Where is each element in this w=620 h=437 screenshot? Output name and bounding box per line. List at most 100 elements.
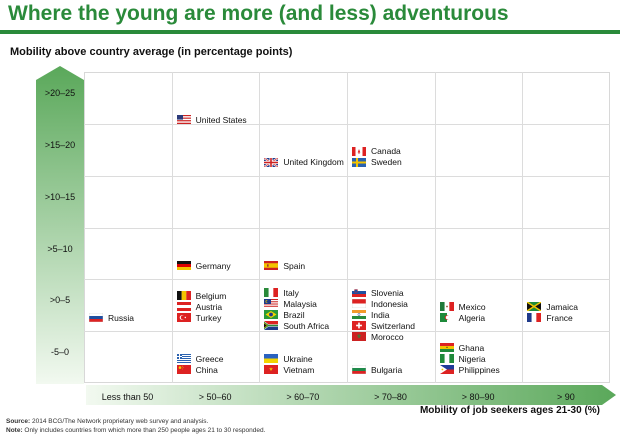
turkey-flag-icon <box>176 313 191 323</box>
morocco-flag-icon <box>352 332 366 342</box>
page-title: Where the young are more (and less) adve… <box>8 2 509 25</box>
russia-flag-icon <box>89 313 103 323</box>
vietnam-flag-icon <box>264 365 279 374</box>
country-entry: Mexico <box>439 301 486 312</box>
uk-flag-icon <box>264 157 279 167</box>
x-tick-label: > 50–60 <box>198 392 232 402</box>
grid-row-line <box>84 175 610 177</box>
country-entry: Ghana <box>439 342 485 353</box>
country-label: Malaysia <box>283 298 317 309</box>
italy-flag-icon <box>264 288 279 298</box>
spain-flag-icon <box>264 261 279 271</box>
country-label: Morocco <box>371 331 404 342</box>
x-tick-label: Less than 50 <box>101 392 154 402</box>
switzerland-flag-icon <box>352 321 366 331</box>
greece-flag-icon <box>176 354 191 363</box>
note-text: Only includes countries from which more … <box>24 427 266 434</box>
grid-row-line <box>84 279 610 281</box>
x-axis-gradient-arrow <box>86 385 616 405</box>
country-label: Sweden <box>371 157 402 168</box>
y-tick-label: >10–15 <box>44 191 76 202</box>
country-entry: India <box>352 309 389 320</box>
ukraine-flag-icon <box>264 354 279 363</box>
slovenia-flag-icon <box>352 288 366 298</box>
country-label: Jamaica <box>546 301 578 312</box>
source-label: Source: <box>6 418 31 425</box>
country-label: Switzerland <box>371 320 415 331</box>
country-label: Greece <box>195 353 224 364</box>
y-tick-label: -5–0 <box>50 347 69 358</box>
nigeria-flag-icon <box>439 354 454 363</box>
country-label: Ghana <box>458 342 485 353</box>
austria-flag-icon <box>176 302 191 312</box>
note-footnote: Note: Only includes countries from which… <box>6 427 265 434</box>
source-text: 2014 BCG/The Network proprietary web sur… <box>32 418 209 425</box>
note-label: Note: <box>6 427 23 434</box>
x-tick-label: > 80–90 <box>461 392 495 402</box>
country-label: Bulgaria <box>371 364 403 375</box>
country-label: Mexico <box>458 301 486 312</box>
country-label: Brazil <box>283 309 305 320</box>
country-label: Philippines <box>458 364 500 375</box>
brazil-flag-icon <box>264 310 279 320</box>
country-label: China <box>195 364 218 375</box>
country-entry: Switzerland <box>352 320 415 331</box>
ghana-flag-icon <box>439 343 454 352</box>
y-axis-gradient-arrow <box>36 66 84 384</box>
country-label: Germany <box>195 260 231 271</box>
germany-flag-icon <box>176 261 191 271</box>
china-flag-icon <box>176 365 191 374</box>
grid-row-line <box>84 123 610 125</box>
country-label: Russia <box>108 312 134 323</box>
country-label: Belgium <box>195 290 227 301</box>
country-entry: Greece <box>176 353 224 364</box>
france-flag-icon <box>527 313 542 323</box>
india-flag-icon <box>352 310 366 320</box>
x-tick-label: > 90 <box>556 392 575 402</box>
x-tick-label: > 60–70 <box>286 392 320 402</box>
country-entry: Belgium <box>176 290 227 301</box>
y-axis-title: Mobility above country average (in perce… <box>10 46 293 58</box>
country-label: United States <box>195 114 247 125</box>
x-axis-title: Mobility of job seekers ages 21-30 (%) <box>419 405 600 416</box>
y-tick-label: >0–5 <box>49 295 71 306</box>
country-label: Spain <box>283 260 306 271</box>
country-entry: Philippines <box>439 364 500 375</box>
country-entry: Slovenia <box>352 287 404 298</box>
country-label: France <box>546 312 573 323</box>
y-tick-label: >5–10 <box>47 243 73 254</box>
country-label: Vietnam <box>283 364 315 375</box>
y-tick-label: >15–20 <box>44 139 76 150</box>
grid-row-line <box>84 331 610 333</box>
country-label: United Kingdom <box>283 157 344 168</box>
country-entry: Jamaica <box>527 301 578 312</box>
country-label: Nigeria <box>458 353 486 364</box>
country-entry: United Kingdom <box>264 157 344 168</box>
country-entry: Malaysia <box>264 298 317 309</box>
country-entry: Morocco <box>352 331 404 342</box>
sweden-flag-icon <box>352 157 366 167</box>
country-label: Turkey <box>195 312 222 323</box>
country-label: Italy <box>283 287 299 298</box>
indonesia-flag-icon <box>352 299 366 309</box>
south-africa-flag-icon <box>264 321 279 331</box>
country-label: Austria <box>195 301 223 312</box>
grid-row-line <box>84 227 610 229</box>
philippines-flag-icon <box>439 365 454 374</box>
country-label: Indonesia <box>371 298 408 309</box>
country-entry: Algeria <box>439 312 486 323</box>
country-entry: Russia <box>89 312 134 323</box>
country-label: Algeria <box>458 312 486 323</box>
country-entry: United States <box>176 114 247 125</box>
country-entry: Indonesia <box>352 298 408 309</box>
country-label: Slovenia <box>371 287 404 298</box>
country-entry: Spain <box>264 260 305 271</box>
y-tick-label: >20–25 <box>44 88 76 98</box>
mexico-flag-icon <box>439 302 454 312</box>
country-entry: Nigeria <box>439 353 486 364</box>
source-footnote: Source: 2014 BCG/The Network proprietary… <box>6 418 208 425</box>
country-entry: Austria <box>176 301 223 312</box>
country-label: Ukraine <box>283 353 313 364</box>
title-divider <box>0 30 620 34</box>
x-tick-label: > 70–80 <box>374 392 407 402</box>
